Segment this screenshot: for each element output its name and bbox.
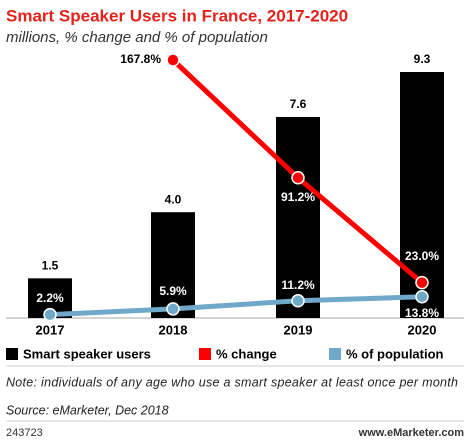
x-tick-label: 2017 [36, 322, 65, 337]
plot: 2017 2018 2019 2020 1.5 4.0 7.6 9.3 167.8% 91.2% 2… [28, 52, 444, 337]
source: Source: eMarketer, Dec 2018 [6, 403, 169, 417]
legend-label: % change [216, 346, 277, 361]
line [49, 294, 423, 318]
legend: Smart speaker users % change % of populati… [6, 346, 444, 361]
x-tick-label: 2018 [159, 322, 188, 337]
legend-swatch [6, 348, 18, 360]
point-label: 167.8% [120, 52, 161, 66]
point [415, 275, 429, 290]
point-label: 13.8% [405, 306, 439, 320]
brand: www.eMarketer.com [358, 427, 465, 439]
bar-label: 7.6 [290, 97, 307, 111]
point-label: 5.9% [159, 284, 187, 298]
point [43, 307, 57, 322]
bar-label: 1.5 [42, 258, 59, 272]
bar-label: 9.3 [414, 52, 431, 66]
chart-subtitle: millions, % change and % of population [6, 29, 268, 46]
legend-swatch [329, 348, 341, 360]
point-label: 11.2% [281, 278, 315, 292]
point [415, 290, 429, 304]
point [291, 294, 305, 308]
x-tick-label: 2020 [408, 322, 437, 337]
point-label: 91.2% [281, 190, 315, 204]
point-label: 23.0% [405, 249, 439, 263]
bar [276, 116, 320, 318]
legend-swatch [199, 348, 211, 360]
bar-label: 4.0 [165, 192, 182, 206]
point-label: 2.2% [36, 291, 64, 305]
legend-label: % of population [346, 346, 444, 361]
point [291, 171, 305, 185]
bar [151, 212, 195, 318]
legend-label: Smart speaker users [23, 346, 151, 361]
point [166, 302, 180, 316]
note: Note: individuals of any age who use a s… [6, 375, 458, 389]
chart-id: 243723 [6, 427, 43, 439]
point [166, 53, 180, 67]
chart-title: Smart Speaker Users in France, 2017-2020 [6, 6, 348, 25]
x-tick-label: 2019 [284, 322, 313, 337]
